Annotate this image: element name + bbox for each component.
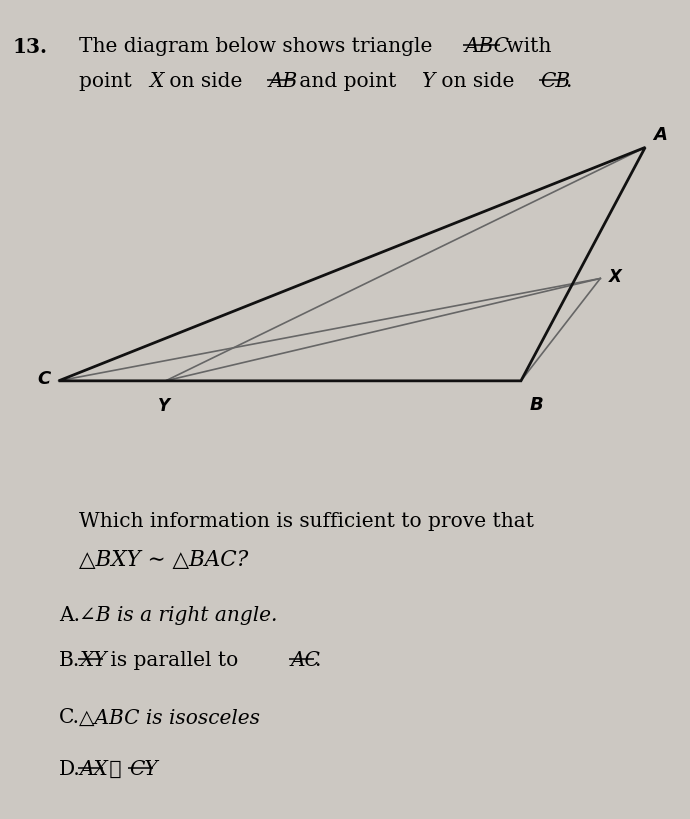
Text: The diagram below shows triangle: The diagram below shows triangle	[79, 37, 439, 56]
Text: △BXY ∼ △BAC?: △BXY ∼ △BAC?	[79, 549, 248, 571]
Text: 13.: 13.	[12, 37, 48, 57]
Text: B.: B.	[59, 651, 80, 670]
Text: △ABC is isosceles: △ABC is isosceles	[79, 708, 260, 727]
Text: with: with	[500, 37, 552, 56]
Text: Which information is sufficient to prove that: Which information is sufficient to prove…	[79, 512, 534, 531]
Text: .: .	[565, 72, 571, 91]
Text: B: B	[529, 396, 543, 414]
Text: .: .	[315, 651, 321, 670]
Text: point: point	[79, 72, 139, 91]
Text: CB: CB	[540, 72, 571, 91]
Text: ABC: ABC	[465, 37, 510, 56]
Text: X: X	[609, 268, 622, 286]
Text: AC: AC	[290, 651, 321, 670]
Text: Y: Y	[158, 397, 170, 415]
Text: C: C	[37, 370, 50, 388]
Text: A.: A.	[59, 606, 79, 625]
Text: D.: D.	[59, 760, 81, 779]
Text: ≅: ≅	[103, 760, 128, 779]
Text: X: X	[150, 72, 164, 91]
Text: AB: AB	[268, 72, 297, 91]
Text: CY: CY	[130, 760, 158, 779]
Text: XY: XY	[79, 651, 107, 670]
Text: on side: on side	[163, 72, 249, 91]
Text: and point: and point	[293, 72, 403, 91]
Text: A: A	[653, 126, 667, 144]
Text: ∠B is a right angle.: ∠B is a right angle.	[79, 606, 277, 625]
Text: on side: on side	[435, 72, 521, 91]
Text: AX: AX	[79, 760, 108, 779]
Text: Y: Y	[422, 72, 435, 91]
Text: C.: C.	[59, 708, 79, 727]
Text: is parallel to: is parallel to	[104, 651, 244, 670]
